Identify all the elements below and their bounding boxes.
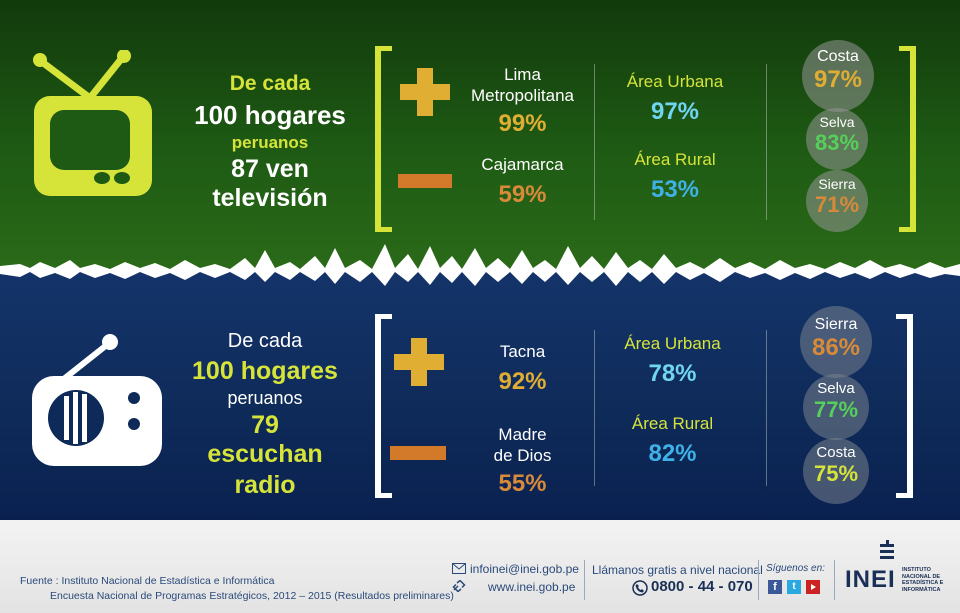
tv-divider-1: [594, 64, 595, 220]
inei-logo-mark: [880, 540, 894, 559]
radio-divider-2: [766, 330, 767, 486]
radio-rural-value: 82%: [648, 440, 697, 467]
tv-urban-label: Área Urbana: [626, 72, 724, 91]
tv-minus-label: Cajamarca: [481, 155, 564, 174]
tv-region-value: 97%: [813, 66, 863, 93]
tv-urban-value: 97%: [650, 98, 700, 125]
radio-region-circle: Selva 77%: [803, 374, 869, 440]
tv-region-circle: Costa 97%: [802, 40, 874, 112]
tv-plus-icon: [400, 68, 450, 116]
radio-minus-value: 55%: [498, 470, 547, 497]
radio-minus-icon: [390, 446, 446, 460]
footer-divider: [584, 560, 585, 600]
email-link[interactable]: infoinei@inei.gob.pe: [470, 562, 579, 576]
radio-headline: De cada 100 hogares peruanos 79 escuchan…: [190, 330, 340, 500]
radio-minus-block: Madre de Dios 55%: [455, 424, 590, 498]
mail-icon: [452, 563, 466, 574]
tv-line2: 100 hogares: [194, 100, 346, 130]
radio-region-value: 75%: [813, 461, 859, 486]
tv-region-label: Selva: [819, 114, 855, 130]
radio-icon: [32, 334, 162, 466]
radio-region-value: 77%: [813, 397, 859, 422]
phone-icon: [632, 580, 648, 596]
call-label: Llámanos gratis a nivel nacional: [592, 563, 763, 577]
tv-region-value: 83%: [814, 130, 860, 155]
radio-line1: De cada: [227, 330, 303, 352]
tv-plus-block: Lima Metropolitana 99%: [455, 64, 590, 138]
facebook-icon[interactable]: f: [768, 580, 782, 594]
tv-plus-label: Lima Metropolitana: [470, 65, 574, 105]
tv-line3: peruanos: [231, 133, 309, 152]
radio-urban-value: 78%: [648, 360, 697, 387]
tv-minus-icon: [398, 174, 452, 188]
phone-number[interactable]: 0800 - 44 - 070: [651, 578, 753, 595]
twitter-icon[interactable]: t: [787, 580, 801, 594]
follow-label: Síguenos en:: [766, 563, 825, 574]
radio-minus-label: Madre de Dios: [493, 425, 552, 465]
tv-rural-value: 53%: [650, 176, 700, 203]
tv-left-bracket: [375, 46, 392, 232]
radio-line2: 100 hogares: [192, 357, 338, 385]
radio-plus-label: Tacna: [499, 342, 546, 361]
radio-rural-block: Área Rural 82%: [600, 414, 745, 468]
tv-urban-block: Área Urbana 97%: [605, 72, 745, 126]
tv-region-label: Costa: [817, 48, 859, 65]
radio-region-label: Selva: [817, 380, 855, 397]
radio-line5: radio: [234, 471, 296, 499]
tv-region-value: 71%: [814, 192, 860, 217]
inei-sub-1: INSTITUTO: [902, 567, 931, 573]
tv-rural-block: Área Rural 53%: [605, 150, 745, 204]
inei-sub-4: INFORMÁTICA: [902, 586, 941, 593]
radio-plus-block: Tacna 92%: [455, 342, 590, 396]
tv-line4: 87 ven televisión: [212, 155, 328, 212]
tv-region-label: Sierra: [818, 176, 856, 192]
source-line-2: Encuesta Nacional de Programas Estratégi…: [50, 590, 454, 602]
radio-right-bracket: [896, 314, 913, 498]
footer: [0, 520, 960, 613]
radio-plus-icon: [394, 338, 444, 386]
sound-wave: [0, 244, 960, 286]
radio-rural-label: Área Rural: [631, 414, 714, 433]
radio-divider-1: [594, 330, 595, 486]
link-icon: [452, 580, 466, 592]
tv-line1: De cada: [229, 72, 311, 95]
radio-region-label: Sierra: [814, 316, 858, 333]
radio-region-value: 86%: [811, 334, 861, 361]
inei-brand: INEI: [845, 566, 896, 593]
radio-urban-label: Área Urbana: [624, 334, 721, 353]
radio-urban-block: Área Urbana 78%: [600, 334, 745, 388]
footer-divider: [834, 560, 835, 600]
radio-line3: peruanos: [227, 388, 303, 408]
inei-sub-2: NACIONAL DE: [902, 573, 941, 580]
radio-region-circle: Sierra 86%: [800, 306, 872, 378]
radio-left-bracket: [375, 314, 392, 498]
inei-sub-3: ESTADÍSTICA E: [902, 580, 944, 586]
tv-region-circle: Sierra 71%: [806, 170, 868, 232]
web-link[interactable]: www.inei.gob.pe: [488, 580, 576, 594]
tv-minus-block: Cajamarca 59%: [455, 155, 590, 209]
inei-brand-sub: INSTITUTO NACIONAL DE ESTADÍSTICA E INFO…: [902, 567, 943, 593]
tv-right-bracket: [899, 46, 916, 232]
tv-divider-2: [766, 64, 767, 220]
radio-region-label: Costa: [816, 444, 856, 461]
tv-region-circle: Selva 83%: [806, 108, 868, 170]
radio-line4: 79 escuchan: [207, 411, 323, 468]
tv-rural-label: Área Rural: [634, 150, 716, 169]
youtube-icon[interactable]: [806, 580, 820, 594]
footer-divider: [758, 560, 759, 600]
tv-plus-value: 99%: [498, 110, 547, 137]
radio-region-circle: Costa 75%: [803, 438, 869, 504]
tv-headline: De cada 100 hogares peruanos 87 ven tele…: [170, 72, 370, 213]
radio-plus-value: 92%: [498, 368, 547, 395]
television-icon: [33, 50, 152, 196]
tv-minus-value: 59%: [498, 181, 547, 208]
source-line-1: Fuente : Instituto Nacional de Estadísti…: [20, 575, 275, 587]
tv-section: [0, 0, 960, 270]
